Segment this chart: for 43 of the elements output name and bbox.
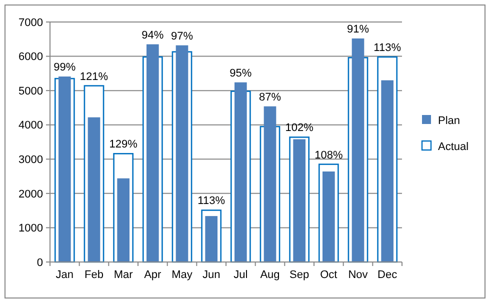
legend-label: Actual <box>438 140 469 153</box>
x-tick-label: Mar <box>114 269 134 281</box>
annotation: 91% <box>346 23 370 36</box>
annotation: 95% <box>230 67 252 80</box>
x-tick-label: Dec <box>378 269 398 281</box>
bar <box>88 117 100 262</box>
bar <box>381 80 394 262</box>
y-tick-label: 4000 <box>18 120 43 132</box>
annotation: 108% <box>314 149 343 162</box>
bar <box>117 178 130 262</box>
bar <box>264 106 276 262</box>
annotation: 87% <box>258 91 282 104</box>
x-tick-label: Apr <box>144 269 162 281</box>
annotation: 97% <box>170 30 194 42</box>
annotation: 94% <box>142 29 164 42</box>
legend-label: Plan <box>438 114 460 127</box>
bar <box>176 45 188 262</box>
x-tick-label: Aug <box>260 269 280 281</box>
x-tick-label: Jun <box>202 269 220 281</box>
x-tick-label: Nov <box>348 269 368 281</box>
x-tick-label: Feb <box>84 269 104 281</box>
bar <box>234 82 247 262</box>
bar <box>58 76 71 262</box>
annotation: 99% <box>54 62 76 74</box>
annotation: 121% <box>80 70 108 83</box>
annotation: 113% <box>198 195 226 208</box>
y-tick-label: 7000 <box>18 16 43 29</box>
y-tick-label: 6000 <box>18 51 43 64</box>
y-tick-label: 1000 <box>18 222 43 235</box>
annotation: 113% <box>374 42 402 54</box>
annotation: 129% <box>109 138 138 151</box>
bar <box>352 38 364 262</box>
y-tick-label: 2000 <box>18 188 43 200</box>
x-tick-label: Jan <box>56 269 74 281</box>
x-tick-label: Jul <box>234 269 248 281</box>
x-tick-label: May <box>172 269 193 281</box>
y-tick-label: 3000 <box>18 154 43 166</box>
bar <box>146 44 159 262</box>
x-tick-label: Sep <box>290 269 310 281</box>
y-tick-label: 0 <box>36 256 43 269</box>
y-tick-label: 5000 <box>18 85 43 98</box>
annotation: 102% <box>285 122 314 134</box>
x-tick-label: Oct <box>320 269 338 281</box>
